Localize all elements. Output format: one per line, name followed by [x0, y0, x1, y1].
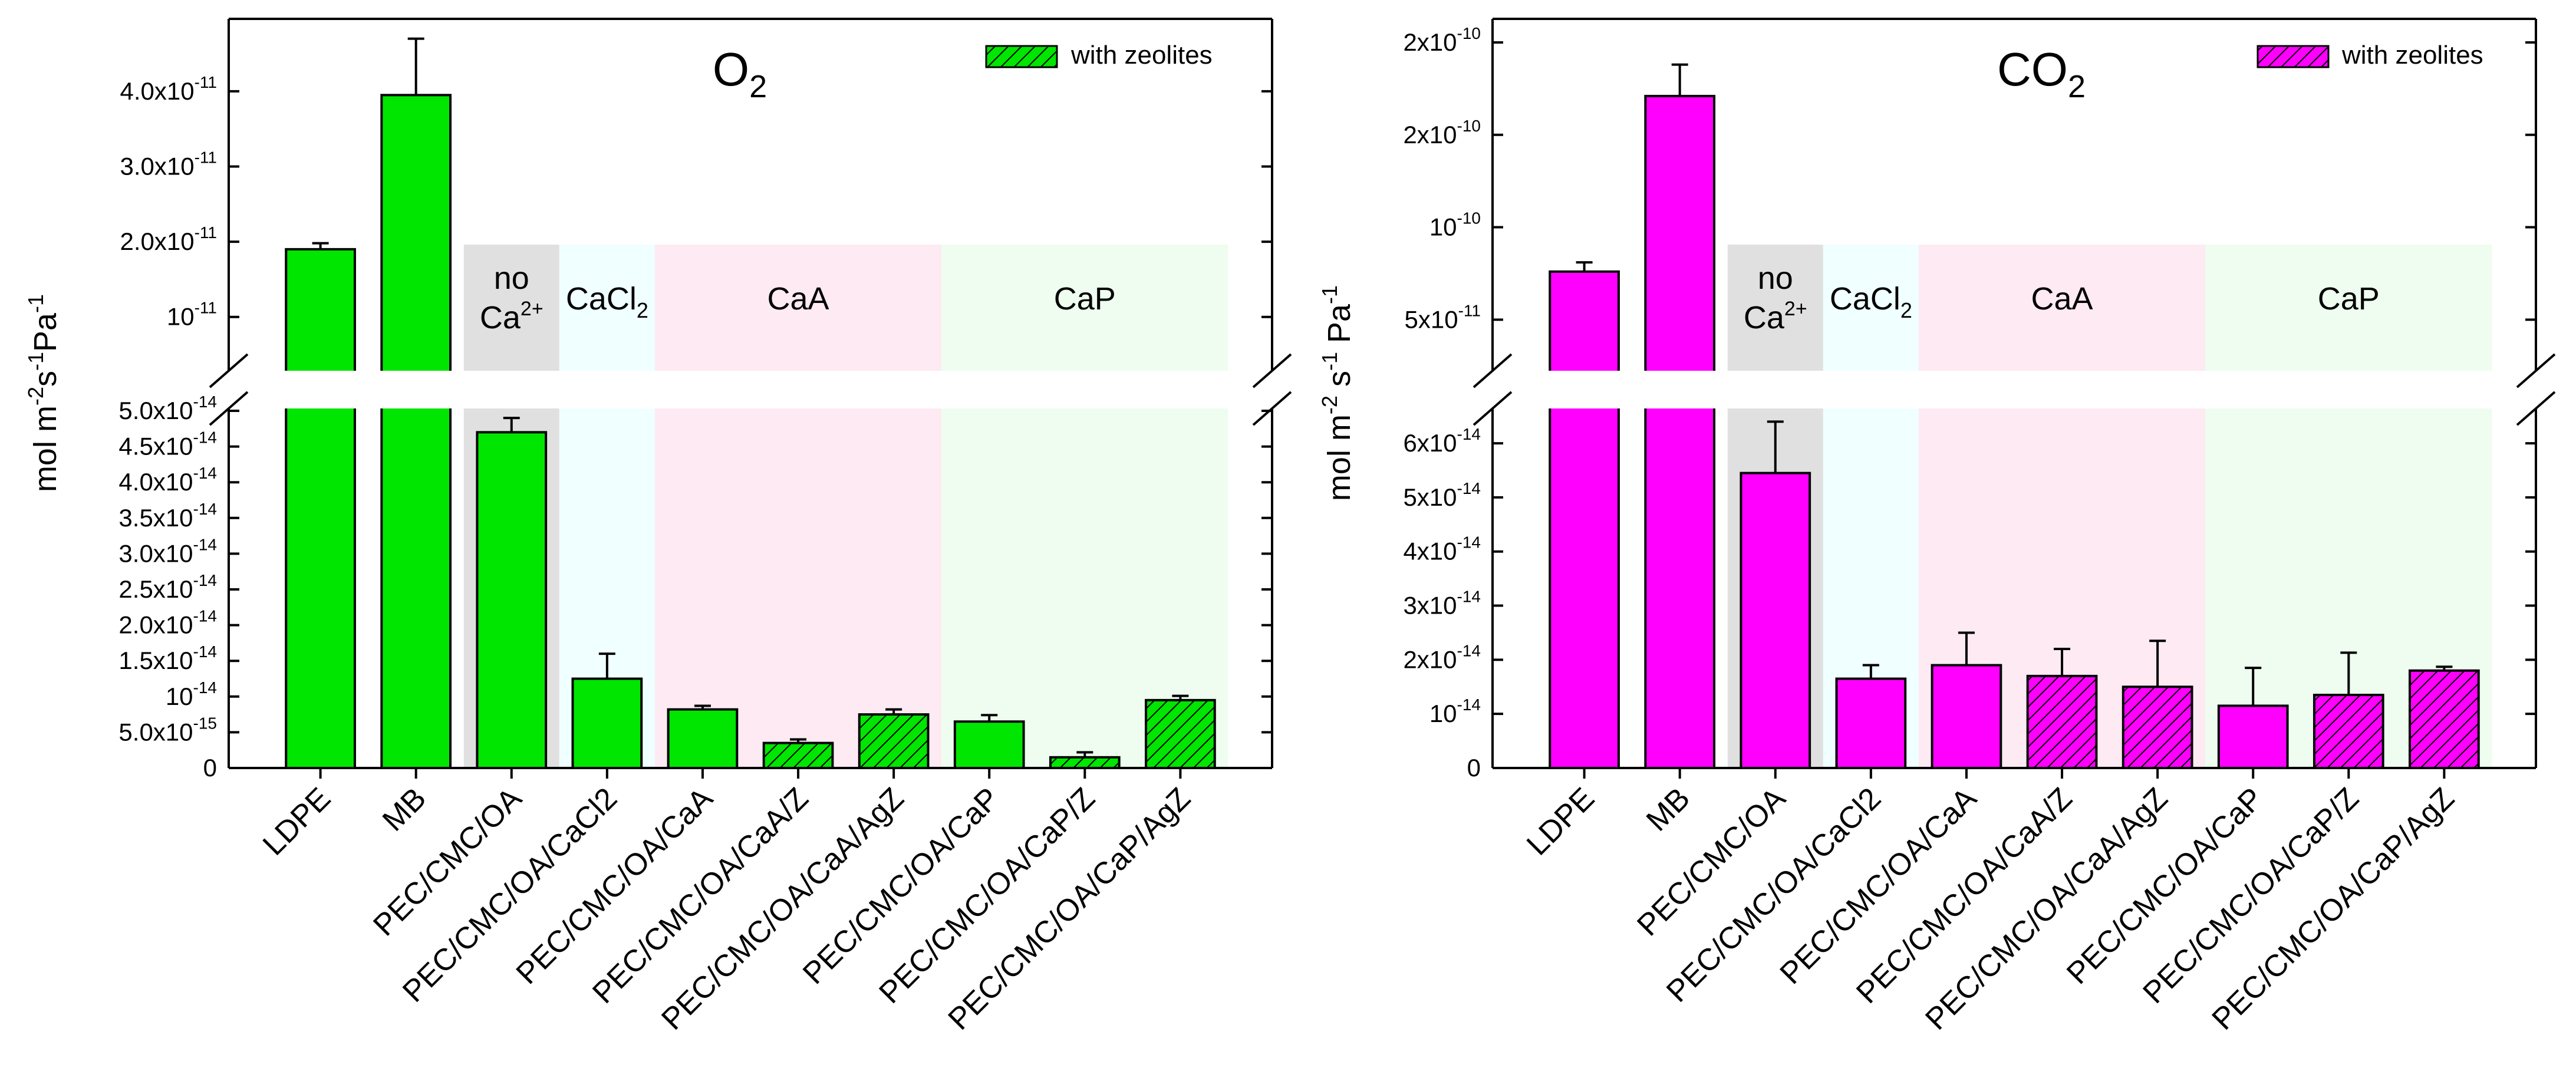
bar-0 — [1549, 270, 1620, 770]
chart-title: O2 — [713, 43, 767, 104]
y-tick-label-lower-9: 4.5x10-14 — [118, 429, 217, 460]
region-label-0: Ca2+ — [480, 298, 543, 335]
y-tick-label-upper-3: 4.0x10-11 — [120, 73, 218, 105]
break-mark-1-b — [2516, 391, 2556, 426]
y-tick-label-lower-3: 1.5x10-14 — [118, 642, 217, 674]
region-label-2: CaA — [767, 281, 829, 317]
legend-label: with zeolites — [1070, 41, 1213, 70]
region-3 — [941, 245, 1228, 768]
bar-6 — [2122, 685, 2193, 769]
region-2 — [654, 245, 942, 768]
y-tick-label-lower-1: 10-14 — [1429, 696, 1481, 727]
y-tick-label-lower-10: 5.0x10-14 — [118, 393, 217, 424]
legend-swatch — [2257, 45, 2330, 68]
region-label-line1-0: no — [494, 261, 529, 296]
bar-5 — [2026, 674, 2098, 769]
bar-7 — [2217, 704, 2289, 769]
bar-2 — [476, 431, 548, 769]
x-tick-label-0: LDPE — [256, 781, 337, 862]
y-tick-label-lower-7: 3.5x10-14 — [118, 500, 217, 532]
bar-0 — [285, 248, 356, 769]
break-mark-0-b — [1473, 391, 1513, 426]
y-tick-label-upper-2: 2x10-10 — [1403, 117, 1481, 149]
break-mark-1-b — [1252, 391, 1292, 426]
region-label-line1-0: no — [1758, 261, 1793, 296]
bar-5 — [762, 741, 834, 769]
y-tick-label-upper-3: 2x10-10 — [1403, 24, 1481, 56]
break-mark-1-a — [2516, 353, 2556, 388]
chart-title: CO2 — [1997, 43, 2086, 104]
y-axis-label: mol m-2s-1Pa-1 — [24, 294, 63, 492]
break-mark-0-a — [1473, 353, 1513, 388]
region-label-2: CaA — [2031, 281, 2093, 317]
axis-break-gap — [205, 371, 1296, 408]
bar-4 — [1931, 664, 2002, 769]
y-tick-label-lower-6: 3.0x10-14 — [118, 535, 217, 567]
y-tick-label-upper-1: 10-10 — [1429, 209, 1481, 241]
y-tick-label-lower-5: 5x10-14 — [1403, 479, 1481, 511]
region-label-3: CaP — [1054, 281, 1116, 317]
y-tick-label-lower-1: 5.0x10-15 — [118, 714, 217, 746]
y-tick-label-lower-0: 0 — [203, 754, 217, 782]
y-tick-label-lower-8: 4.0x10-14 — [118, 464, 217, 496]
region-label-0: Ca2+ — [1744, 298, 1807, 335]
bar-8 — [2313, 694, 2384, 769]
bar-3 — [571, 677, 643, 769]
bar-4 — [667, 708, 739, 769]
bar-9 — [1145, 698, 1216, 769]
region-label-1: CaCl2 — [566, 281, 648, 322]
x-tick-label-0: LDPE — [1520, 781, 1601, 862]
y-tick-label-lower-4: 4x10-14 — [1403, 533, 1481, 565]
bar-1 — [1644, 94, 1716, 769]
region-label-3: CaP — [2318, 281, 2380, 317]
bar-2 — [1740, 472, 1811, 769]
y-tick-label-lower-4: 2.0x10-14 — [118, 607, 217, 639]
bar-3 — [1835, 677, 1907, 769]
y-tick-label-lower-2: 10-14 — [166, 678, 217, 710]
bar-1 — [380, 94, 452, 770]
break-mark-1-a — [1252, 353, 1292, 388]
bar-9 — [2409, 669, 2480, 770]
y-tick-label-lower-2: 2x10-14 — [1403, 641, 1481, 673]
legend-swatch — [985, 45, 1058, 68]
axis-break-gap — [1469, 371, 2559, 408]
legend-label: with zeolites — [2341, 41, 2483, 70]
y-tick-label-lower-6: 6x10-14 — [1403, 425, 1481, 457]
bar-7 — [953, 720, 1025, 769]
x-tick-label-1: MB — [1640, 781, 1697, 838]
bar-8 — [1049, 756, 1121, 769]
x-tick-label-1: MB — [376, 781, 433, 838]
y-tick-label-lower-5: 2.5x10-14 — [118, 571, 217, 603]
break-mark-0-a — [209, 353, 249, 388]
region-label-1: CaCl2 — [1830, 281, 1912, 322]
bar-6 — [858, 713, 930, 769]
y-tick-label-lower-3: 3x10-14 — [1403, 588, 1481, 619]
y-tick-label-upper-2: 3.0x10-11 — [120, 149, 218, 180]
y-tick-label-upper-1: 2.0x10-11 — [120, 223, 218, 255]
y-tick-label-lower-0: 0 — [1467, 754, 1481, 782]
y-tick-label-upper-0: 5x10-11 — [1405, 301, 1481, 333]
y-tick-label-upper-0: 10-11 — [167, 299, 217, 331]
break-mark-0-b — [209, 391, 249, 426]
y-axis-label: mol m-2 s-1 Pa-1 — [1317, 285, 1357, 501]
